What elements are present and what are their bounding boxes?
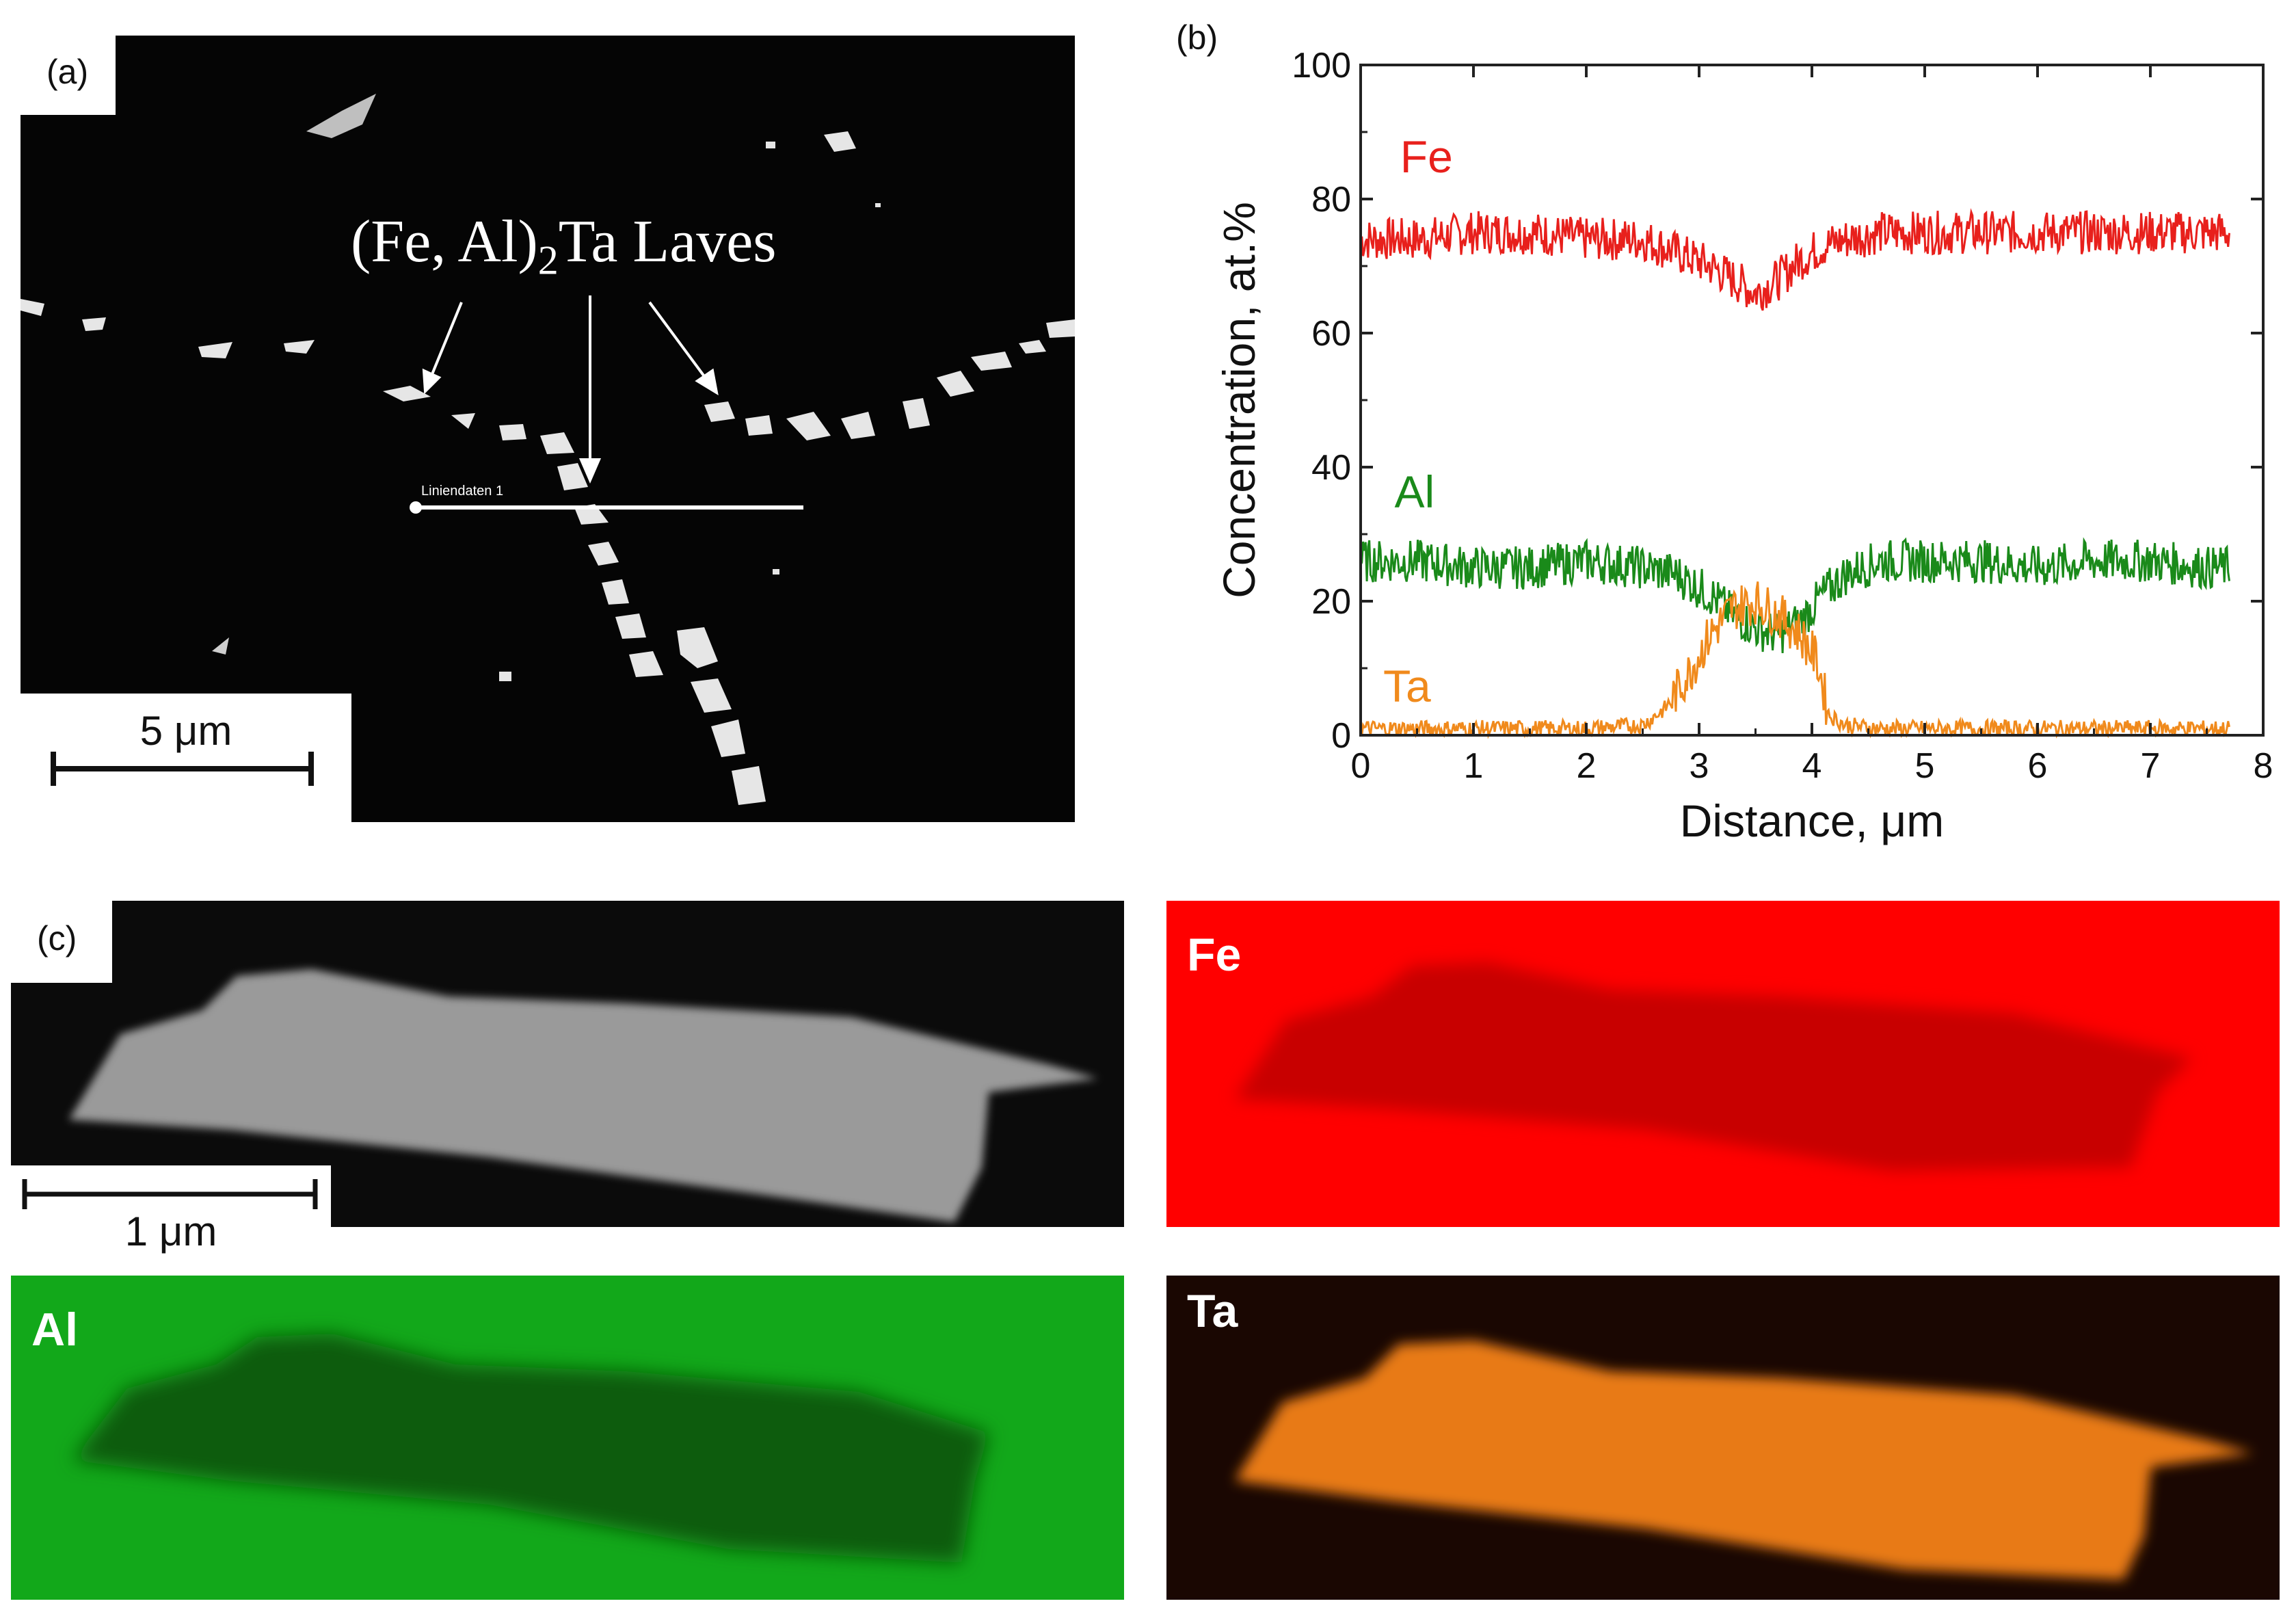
line-scan-label: Liniendaten 1 (421, 484, 504, 499)
x-tick-label: 3 (1690, 746, 1709, 786)
y-tick-label: 20 (1311, 582, 1351, 622)
y-axis-label: Concentration, at.% (1214, 202, 1264, 598)
scale-bar-line-a (51, 752, 314, 786)
y-tick-label: 60 (1311, 314, 1351, 354)
stem-particle (69, 969, 1098, 1222)
series-line-fe (1359, 208, 2230, 311)
al-map-label: Al (31, 1304, 78, 1356)
scale-bar-line-c (22, 1179, 318, 1209)
ta-map-label: Ta (1187, 1285, 1238, 1337)
al-map-particle (72, 1334, 989, 1563)
x-tick-label: 0 (1351, 746, 1371, 786)
x-axis-label: Distance, μm (1680, 795, 1944, 846)
scale-bar-c-box: 1 μm (11, 1165, 331, 1268)
x-tick-label: 4 (1802, 746, 1822, 786)
panel-label-c: (c) (11, 901, 113, 983)
series-label-al: Al (1395, 466, 1435, 517)
panel-label-b: (b) (1176, 18, 1218, 57)
ta-map: Ta (1166, 1276, 2280, 1600)
fe-map-particle (1235, 962, 2192, 1171)
panel-label-a: (a) (21, 36, 116, 115)
x-tick-label: 7 (2141, 746, 2161, 786)
line-scan-start (410, 501, 422, 514)
scale-label-a: 5 μm (139, 708, 232, 754)
y-tick-label: 0 (1331, 716, 1351, 756)
y-tick-label: 80 (1311, 180, 1351, 220)
series-line-al (1359, 537, 2230, 653)
x-tick-label: 5 (1915, 746, 1935, 786)
x-tick-label: 8 (2254, 746, 2273, 786)
laves-annotation: (Fe, Al)2Ta Laves (351, 209, 777, 283)
arrow-1 (429, 302, 463, 378)
series-line-ta (1359, 581, 2230, 739)
series-label-ta: Ta (1383, 661, 1431, 711)
sem-micrograph-a: (Fe, Al)2Ta Laves Liniendaten 1 5 μm (21, 36, 1075, 822)
x-tick-label: 2 (1577, 746, 1597, 786)
series-label-fe: Fe (1400, 131, 1453, 182)
fe-map-label: Fe (1187, 929, 1242, 981)
ta-map-particle (1235, 1341, 2254, 1580)
scale-bar-a: 5 μm (21, 694, 351, 822)
fe-map: Fe (1166, 901, 2280, 1227)
x-tick-label: 1 (1464, 746, 1484, 786)
y-tick-label: 40 (1311, 448, 1351, 488)
scale-label-c: 1 μm (124, 1209, 217, 1254)
arrow-3 (648, 301, 709, 382)
al-map: Al (11, 1276, 1124, 1600)
laves-subscript: 2 (537, 237, 559, 283)
x-tick-label: 6 (2028, 746, 2048, 786)
y-tick-label: 100 (1292, 46, 1351, 85)
sem-particles (21, 94, 1075, 805)
